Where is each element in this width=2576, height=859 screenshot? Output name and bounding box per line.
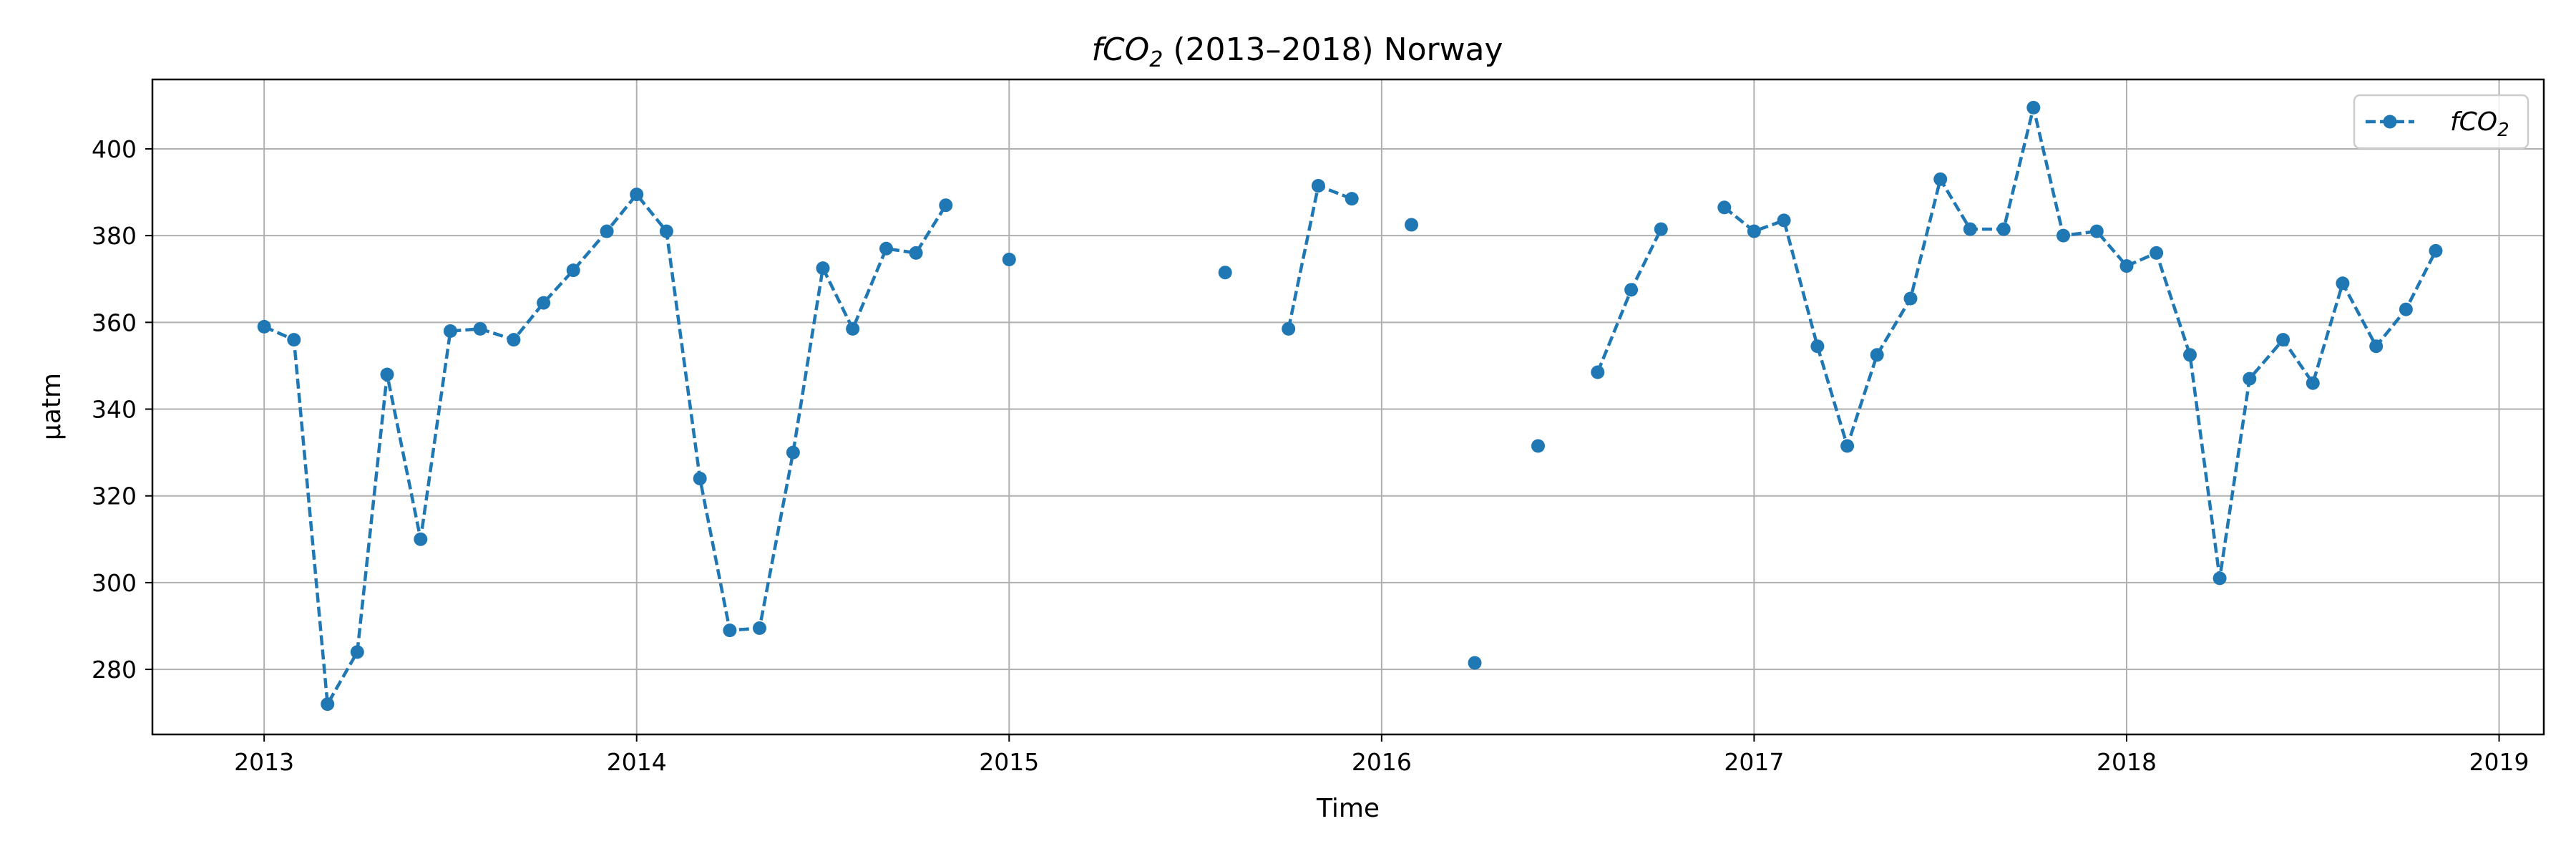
grid-lines <box>152 79 2544 734</box>
data-point <box>321 697 335 712</box>
y-axis-label: µatm <box>37 373 67 440</box>
data-point <box>2306 376 2320 390</box>
data-point <box>1870 348 1884 362</box>
x-tick-label: 2015 <box>979 748 1039 776</box>
data-point <box>1840 439 1855 453</box>
x-tick-label: 2019 <box>2469 748 2529 776</box>
data-point <box>753 621 766 635</box>
data-point <box>659 224 673 238</box>
data-point <box>287 333 301 347</box>
legend: fCO2 <box>2353 94 2529 150</box>
data-point <box>1405 218 1418 232</box>
marker-layer <box>257 100 2443 712</box>
data-point <box>1218 266 1232 280</box>
data-point <box>1810 339 1825 354</box>
data-point <box>1963 222 1977 236</box>
data-point <box>443 324 457 338</box>
data-point <box>1717 200 1732 215</box>
data-point <box>1747 224 1761 238</box>
y-tick-label: 400 <box>92 135 137 163</box>
x-tick-label: 2013 <box>234 748 294 776</box>
data-point <box>2276 333 2290 347</box>
data-point <box>600 224 614 238</box>
data-point <box>2399 302 2413 316</box>
data-point <box>723 623 737 638</box>
data-point <box>566 263 580 278</box>
legend-subscript: 2 <box>2497 120 2509 141</box>
data-point <box>2429 243 2443 258</box>
legend-label: fCO2 <box>2450 107 2509 141</box>
x-tick-label: 2016 <box>1352 748 1412 776</box>
data-point <box>693 472 707 485</box>
data-point <box>1282 321 1296 336</box>
data-point <box>2369 339 2384 354</box>
y-tick-label: 320 <box>92 482 137 510</box>
data-point <box>2336 276 2350 291</box>
y-tick-label: 360 <box>92 309 137 336</box>
data-point <box>909 246 923 260</box>
data-point <box>2119 259 2134 273</box>
data-point <box>1777 213 1791 228</box>
data-point <box>2026 100 2041 115</box>
data-point <box>1311 179 1325 193</box>
legend-symbol: fCO <box>2450 107 2497 137</box>
data-point <box>507 333 521 347</box>
series-line-segment <box>1723 106 2438 581</box>
data-point <box>846 321 860 336</box>
x-tick-label: 2017 <box>1724 748 1784 776</box>
title-suffix: (2013–2018) Norway <box>1163 31 1503 68</box>
data-point <box>816 261 830 276</box>
data-point <box>473 321 487 336</box>
y-tick-label: 300 <box>92 569 137 597</box>
data-point <box>380 367 394 382</box>
data-point <box>786 445 800 460</box>
y-tick-label: 380 <box>92 222 137 250</box>
chart-title: fCO2 (2013–2018) Norway <box>1091 31 1503 72</box>
data-point <box>2212 571 2227 586</box>
data-point <box>1903 291 1918 306</box>
x-axis-label: Time <box>1316 794 1380 823</box>
data-point <box>414 532 428 546</box>
data-point <box>879 241 893 256</box>
title-subscript: 2 <box>1149 47 1163 72</box>
data-point <box>1933 172 1948 186</box>
data-point <box>630 188 644 202</box>
data-point <box>537 296 551 310</box>
data-point <box>1996 222 2011 236</box>
data-point <box>1591 365 1605 379</box>
axis-ticks: 2013 2014 2015 2016 2017 2018 2019 280 300 320 340… <box>92 135 2529 776</box>
x-tick-label: 2018 <box>2097 748 2157 776</box>
data-point <box>1002 253 1016 266</box>
title-symbol: fCO <box>1091 31 1149 68</box>
x-tick-label: 2014 <box>607 748 667 776</box>
data-point <box>1345 192 1359 206</box>
data-point <box>2183 348 2197 362</box>
data-point <box>939 198 953 213</box>
data-point <box>1654 222 1668 236</box>
legend-frame <box>2353 94 2529 150</box>
data-point <box>1531 439 1545 453</box>
data-point <box>2057 228 2070 243</box>
data-point <box>2089 224 2104 238</box>
data-point <box>350 645 364 659</box>
plot-area-frame <box>151 78 2545 736</box>
y-tick-label: 280 <box>92 656 137 684</box>
y-tick-label: 340 <box>92 396 137 424</box>
data-point <box>257 319 271 334</box>
data-point <box>1624 283 1639 297</box>
data-point <box>2243 372 2257 386</box>
legend-marker-swatch <box>2383 115 2397 129</box>
data-point <box>1468 656 1482 670</box>
data-point <box>2150 246 2164 260</box>
